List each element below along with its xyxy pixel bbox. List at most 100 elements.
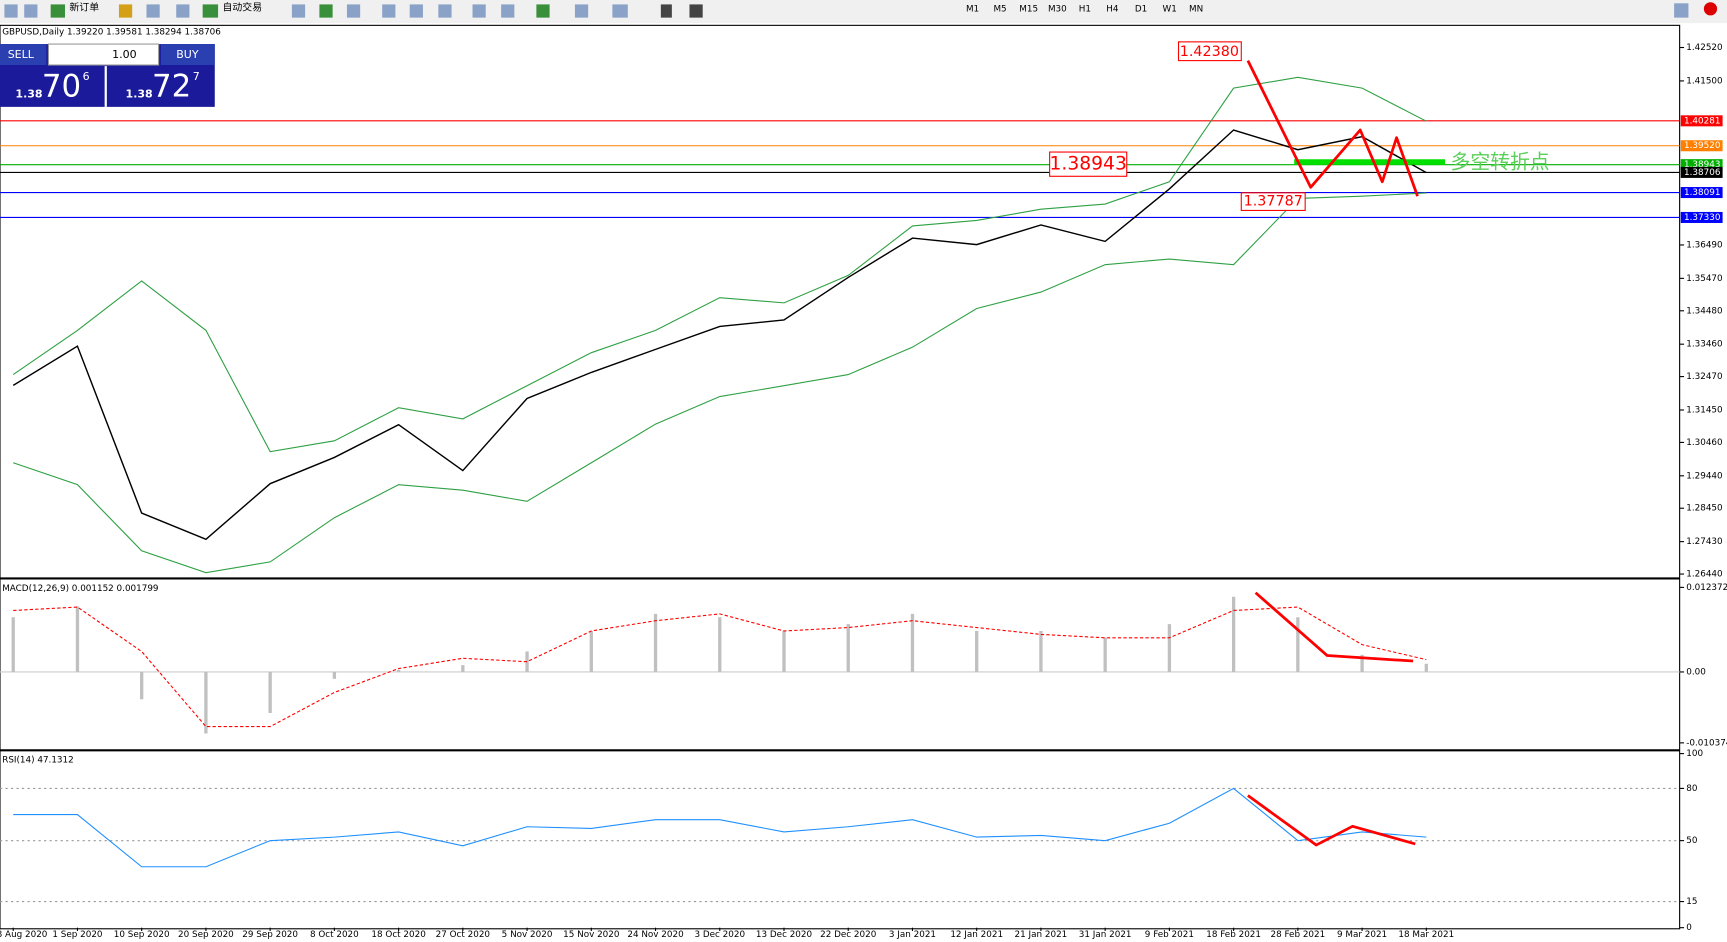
arrow xyxy=(1246,59,1419,197)
y-tick-label: 0.00 xyxy=(1686,667,1706,677)
x-tick-label: 1 Sep 2020 xyxy=(52,930,103,940)
timeframe-button[interactable]: H1 xyxy=(1079,4,1091,14)
x-tick-label: 24 Nov 2020 xyxy=(627,930,684,940)
x-tick-label: 28 Feb 2021 xyxy=(1270,930,1325,940)
y-tick-label: 1.30460 xyxy=(1686,438,1723,448)
x-tick-label: 8 Aug 2020 xyxy=(0,930,48,940)
histogram-bar xyxy=(461,665,465,672)
chart-frame xyxy=(0,24,1681,930)
timeframe-button[interactable]: MN xyxy=(1189,4,1203,14)
annotations: 1.42380 1.38943 1.37787 多空转折点 xyxy=(1049,41,1550,847)
sell-button[interactable]: SELL xyxy=(8,48,35,61)
arrow xyxy=(1254,591,1414,663)
timeframe-button[interactable]: M1 xyxy=(966,4,979,14)
y-tick-label: -0.010374 xyxy=(1686,738,1727,748)
series-line xyxy=(12,129,1427,541)
annotation: 1.37787 xyxy=(1244,194,1303,210)
buy-button[interactable]: BUY xyxy=(176,48,199,61)
level-label: 1.38706 xyxy=(1684,168,1721,178)
x-tick-label: 13 Dec 2020 xyxy=(756,930,813,940)
x-tick-label: 15 Nov 2020 xyxy=(563,930,620,940)
annotation-box xyxy=(1177,41,1242,62)
level-label-bg xyxy=(1680,115,1723,127)
x-tick-label: 12 Jan 2021 xyxy=(950,930,1003,940)
toolbar-button[interactable]: 新订单 xyxy=(69,1,99,14)
sell-price[interactable]: 70 xyxy=(42,69,81,105)
level-label-bg xyxy=(1680,187,1723,199)
level-label: 1.39520 xyxy=(1684,141,1721,151)
histogram-bar xyxy=(1296,617,1300,672)
x-tick-label: 18 Feb 2021 xyxy=(1206,930,1261,940)
lots-input[interactable]: 1.00 xyxy=(112,48,136,61)
level-label-bg xyxy=(1680,166,1723,178)
level-label: 1.40281 xyxy=(1684,116,1720,126)
y-tick-label: 1.35470 xyxy=(1686,274,1723,284)
level-label: 1.38943 xyxy=(1684,160,1720,170)
histogram-bar xyxy=(268,671,272,713)
y-tick-label: 1.27430 xyxy=(1686,537,1723,547)
y-tick-label: 100 xyxy=(1686,749,1703,759)
histogram-bar xyxy=(396,669,401,672)
x-tick-label: 3 Dec 2020 xyxy=(694,930,745,940)
buy-price[interactable]: 1.38 xyxy=(126,88,153,101)
sell-price[interactable]: 1.38 xyxy=(15,88,42,101)
x-tick-label: 29 Sep 2020 xyxy=(242,930,298,940)
annotation-box xyxy=(1240,192,1306,211)
sell-price[interactable]: 6 xyxy=(83,70,90,83)
buy-price[interactable]: 7 xyxy=(193,70,200,83)
macd-title: MACD(12,26,9) 0.001152 0.001799 xyxy=(2,584,158,594)
y-tick-label: 1.34480 xyxy=(1686,306,1723,316)
toolbar-icons xyxy=(4,2,1718,18)
histogram-bar xyxy=(204,671,208,734)
level-label: 1.37330 xyxy=(1684,213,1721,223)
histogram-bar xyxy=(75,606,80,672)
annotation-box xyxy=(1049,151,1128,177)
histogram-bar xyxy=(1167,624,1172,672)
x-tick-label: 9 Feb 2021 xyxy=(1145,930,1194,940)
rsi-title: RSI(14) 47.1312 xyxy=(2,756,74,766)
y-tick-label: 1.41500 xyxy=(1686,76,1723,86)
timeframe-button[interactable]: W1 xyxy=(1163,4,1177,14)
y-tick-label: 1.33460 xyxy=(1686,340,1723,350)
y-tick-label: 1.29440 xyxy=(1686,471,1723,481)
x-tick-label: 8 Oct 2020 xyxy=(310,930,359,940)
x-tick-label: 20 Sep 2020 xyxy=(178,930,234,940)
histogram-bar xyxy=(11,617,15,672)
x-tick-label: 10 Sep 2020 xyxy=(114,930,170,940)
timeframes: M1 M5 M15 M30 H1 H4 D1 W1 MN xyxy=(966,4,1203,14)
y-tick-label: 1.42520 xyxy=(1686,43,1723,53)
histogram-bar xyxy=(718,617,722,672)
trade-panel: SELL 1.00 BUY 1.38 70 6 1.38 72 7 xyxy=(0,43,215,107)
level-label-bg xyxy=(1680,159,1723,171)
x-tick-label: 27 Oct 2020 xyxy=(436,930,491,940)
timeframe-button[interactable]: M15 xyxy=(1019,4,1038,14)
toolbar-button[interactable]: 自动交易 xyxy=(222,1,262,14)
histogram-bar xyxy=(525,651,529,672)
series-line xyxy=(12,76,1427,453)
x-tick-label: 21 Jan 2021 xyxy=(1015,930,1068,940)
timeframe-button[interactable]: D1 xyxy=(1135,4,1147,14)
histogram-bar xyxy=(975,630,979,672)
x-tick-label: 18 Oct 2020 xyxy=(371,930,426,940)
buy-price[interactable]: 72 xyxy=(152,69,191,105)
histogram-bar xyxy=(1231,596,1236,672)
timeframe-button[interactable]: M5 xyxy=(993,4,1006,14)
y-tick-label: 1.31450 xyxy=(1686,405,1723,415)
histogram-bar xyxy=(1424,663,1428,672)
x-tick-label: 31 Jan 2021 xyxy=(1079,930,1132,940)
x-tick-label: 9 Mar 2021 xyxy=(1337,930,1387,940)
histogram-bar xyxy=(589,630,593,672)
annotation: 多空转折点 xyxy=(1451,151,1550,174)
y-tick-label: 1.32470 xyxy=(1686,372,1723,382)
chart-title: GBPUSD,Daily 1.39220 1.39581 1.38294 1.3… xyxy=(2,27,221,37)
histogram-bar xyxy=(782,630,786,672)
series-line xyxy=(13,787,1427,868)
level-label: 1.38091 xyxy=(1684,188,1720,198)
x-tick-label: 3 Jan 2021 xyxy=(889,930,936,940)
toolbar xyxy=(0,0,1727,24)
timeframe-button[interactable]: M30 xyxy=(1048,4,1067,14)
histogram-bar xyxy=(1039,630,1043,672)
histogram-bar xyxy=(910,613,915,672)
timeframe-button[interactable]: H4 xyxy=(1106,4,1119,14)
